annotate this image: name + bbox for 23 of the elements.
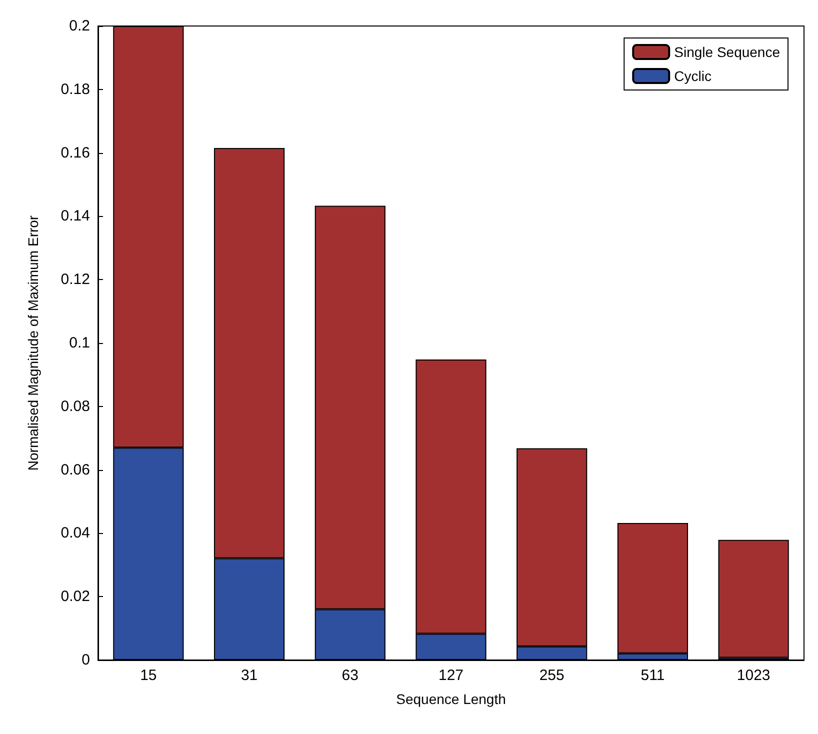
y-tick-label: 0.06 xyxy=(60,461,90,478)
y-tick-label: 0.16 xyxy=(60,144,90,162)
x-tick-label: 1023 xyxy=(736,667,770,684)
x-tick-label: 15 xyxy=(140,667,157,684)
bar xyxy=(718,540,789,658)
y-tick-label: 0.18 xyxy=(60,80,90,98)
y-axis-title: Normalised Magnitude of Maximum Error xyxy=(25,215,41,471)
y-tick-label: 0 xyxy=(82,652,90,668)
y-tick-label: 0.1 xyxy=(69,334,90,352)
y-tick-label: 0.04 xyxy=(60,524,90,542)
x-tick-label: 127 xyxy=(438,667,464,684)
y-tick-label: 0.2 xyxy=(69,18,90,34)
x-axis-title: Sequence Length xyxy=(396,691,506,707)
legend-label: Single Sequence xyxy=(674,44,780,60)
legend-label: Cyclic xyxy=(674,68,712,84)
x-tick-label: 31 xyxy=(240,667,258,684)
y-tick-label: 0.12 xyxy=(60,271,90,288)
x-tick-label: 255 xyxy=(539,667,564,684)
y-tick-label: 0.08 xyxy=(60,398,90,415)
y-tick-label: 0.14 xyxy=(60,208,90,225)
x-tick-label: 511 xyxy=(640,667,665,684)
y-tick-label: 0.02 xyxy=(60,588,90,606)
x-tick-label: 63 xyxy=(342,667,358,684)
